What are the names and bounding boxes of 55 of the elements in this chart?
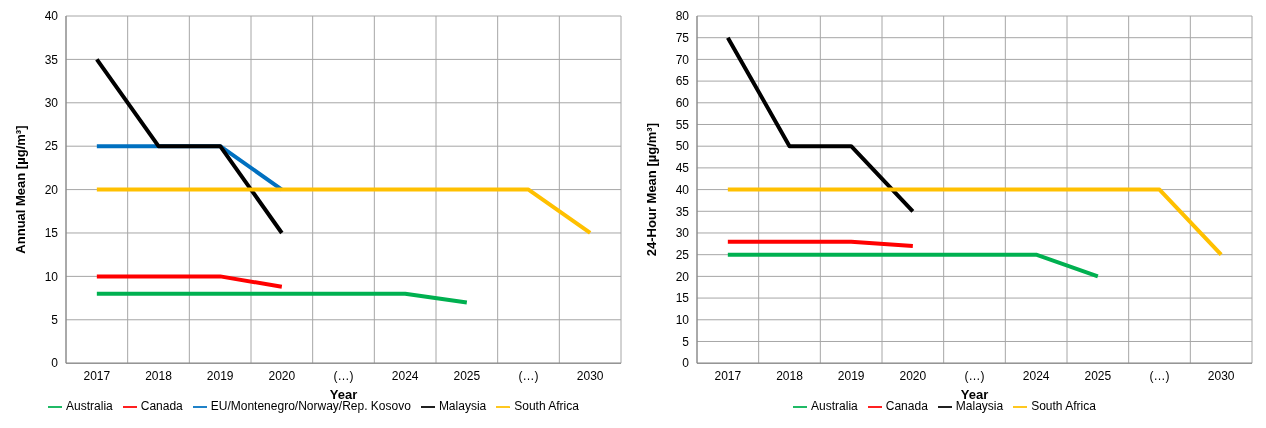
y-tick-label: 15 <box>44 226 59 241</box>
legend-label: South Africa <box>514 399 579 414</box>
y-tick-label: 65 <box>675 74 690 89</box>
x-tick-label: (…) <box>1149 368 1170 383</box>
y-axis-title: Annual Mean [µg/m³] <box>12 125 28 254</box>
y-tick-label: 60 <box>675 96 690 111</box>
x-tick-label: 2019 <box>206 368 234 383</box>
y-tick-label: 70 <box>675 52 690 67</box>
y-tick-label: 25 <box>44 139 59 154</box>
legend-label: Australia <box>811 399 858 414</box>
x-tick-label: 2020 <box>899 368 927 383</box>
legend-label: Canada <box>140 399 183 414</box>
x-tick-label: (…) <box>964 368 985 383</box>
x-tick-label: 2019 <box>837 368 865 383</box>
y-tick-label: 35 <box>675 204 690 219</box>
y-tick-label: 35 <box>44 52 59 67</box>
y-axis-title: 24-Hour Mean [µg/m³] <box>643 123 659 257</box>
x-tick-label: 2020 <box>268 368 296 383</box>
x-tick-label: 2024 <box>391 368 419 383</box>
x-tick-label: 2024 <box>1022 368 1050 383</box>
x-tick-label: 2030 <box>1207 368 1235 383</box>
x-tick-label: 2017 <box>83 368 111 383</box>
legend-label: Australia <box>66 399 113 414</box>
y-tick-label: 75 <box>675 30 690 45</box>
y-tick-label: 5 <box>51 313 59 328</box>
x-tick-label: 2018 <box>776 368 804 383</box>
y-tick-label: 50 <box>675 139 690 154</box>
y-tick-label: 20 <box>44 182 59 197</box>
legend-label: EU/Montenegro/Norway/Rep. Kosovo <box>210 399 411 414</box>
legend-label: Malaysia <box>438 399 487 414</box>
y-tick-label: 5 <box>682 334 690 349</box>
legend-label: South Africa <box>1031 399 1096 414</box>
x-tick-label: (…) <box>333 368 354 383</box>
y-tick-label: 10 <box>675 313 690 328</box>
y-tick-label: 15 <box>675 291 690 306</box>
y-tick-label: 40 <box>44 9 59 24</box>
y-tick-label: 0 <box>51 356 59 371</box>
y-tick-label: 25 <box>675 247 690 262</box>
x-tick-label: (…) <box>518 368 539 383</box>
y-tick-label: 80 <box>675 9 690 24</box>
x-tick-label: 2018 <box>145 368 173 383</box>
x-tick-label: 2030 <box>576 368 604 383</box>
x-tick-label: 2025 <box>453 368 481 383</box>
y-tick-label: 30 <box>44 96 59 111</box>
legend-label: Canada <box>885 399 928 414</box>
x-tick-label: 2025 <box>1084 368 1112 383</box>
y-tick-label: 30 <box>675 226 690 241</box>
y-tick-label: 45 <box>675 161 690 176</box>
legend-label: Malaysia <box>955 399 1004 414</box>
y-tick-label: 0 <box>682 356 690 371</box>
y-tick-label: 10 <box>44 269 59 284</box>
y-tick-label: 20 <box>675 269 690 284</box>
y-tick-label: 40 <box>675 182 690 197</box>
y-tick-label: 55 <box>675 117 690 132</box>
x-tick-label: 2017 <box>714 368 742 383</box>
